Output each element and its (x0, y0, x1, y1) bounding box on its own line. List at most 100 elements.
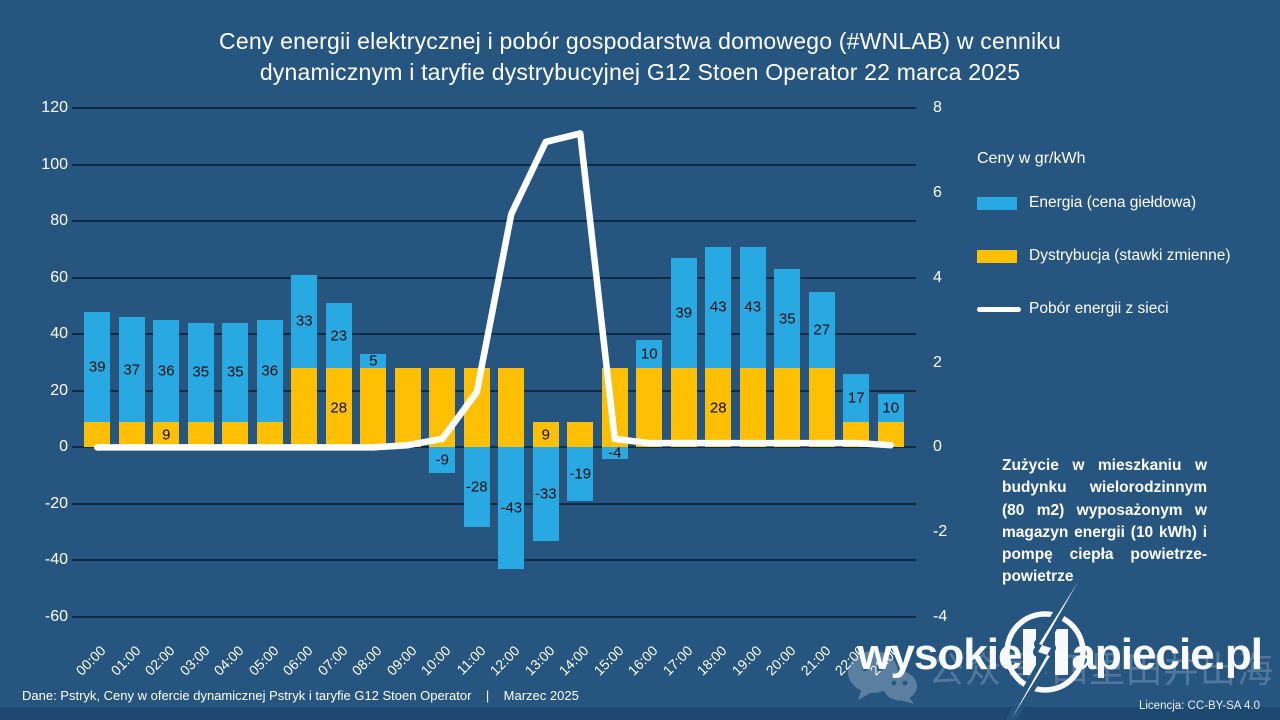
legend-line-swatch-icon (977, 306, 1021, 312)
bar-value-label: 39 (675, 304, 693, 322)
grid-line (72, 616, 916, 618)
right-axis-tick: 8 (933, 99, 942, 116)
bar-segment-energia (739, 246, 766, 369)
x-axis-tick: 09:00 (383, 642, 420, 679)
cjk-watermark: 公众号·四里田井出海 (928, 649, 1274, 690)
bar-segment-energia (843, 373, 870, 422)
bar-value-label: 9 (541, 426, 550, 444)
bar-segment-dystrybucja (774, 368, 801, 448)
bar-segment-energia (808, 291, 835, 369)
grid-line (72, 107, 916, 109)
left-axis-tick: 80 (50, 212, 68, 230)
bar-value-label: 23 (330, 327, 348, 345)
bar-value-label: 17 (847, 389, 865, 407)
x-axis-tick: 18:00 (693, 642, 730, 679)
bar-segment-dystrybucja (705, 368, 732, 448)
legend-header: Ceny w gr/kWh (977, 150, 1086, 167)
left-axis-tick: 0 (59, 438, 68, 456)
bar-value-label: 28 (330, 399, 348, 417)
bar-segment-energia (532, 447, 559, 541)
bar-segment-energia (360, 354, 387, 369)
left-axis-tick: 60 (50, 268, 68, 286)
bar-segment-dystrybucja (291, 368, 318, 448)
left-axis-tick: 120 (41, 99, 68, 116)
grid-line (72, 333, 916, 336)
x-axis-tick: 20:00 (762, 642, 799, 679)
x-axis-tick: 17:00 (659, 642, 696, 679)
bar-value-label: 36 (157, 362, 175, 380)
x-axis-tick: 03:00 (176, 642, 213, 679)
grid-line (72, 276, 916, 279)
bar-segment-energia (567, 447, 594, 502)
bar-segment-energia (222, 322, 249, 422)
grid-line (72, 446, 916, 449)
grid-line (72, 163, 916, 166)
legend-item-label: Dystrybucja (stawki zmienne) (1029, 247, 1231, 264)
bar-value-label: 39 (88, 358, 106, 376)
bar-segment-dystrybucja (222, 421, 249, 448)
bottom-strip (0, 707, 1280, 720)
left-axis-tick: -40 (44, 551, 68, 569)
x-axis-tick: 00:00 (72, 642, 109, 679)
legend-color-swatch-icon (977, 249, 1017, 263)
legend-item: Energia (cena giełdowa) (977, 194, 1267, 212)
legend: Ceny w gr/kWh Energia (cena giełdowa) Dys… (977, 150, 1267, 353)
lightning-bolt-circle-icon (1004, 577, 1087, 720)
bar-segment-energia (498, 447, 525, 569)
bar-value-label: 27 (813, 321, 831, 339)
right-axis-tick: 6 (933, 183, 942, 201)
consumption-line (94, 130, 894, 451)
right-axis-tick: -4 (933, 608, 948, 625)
grid-line (72, 220, 916, 223)
bar-value-label: -19 (569, 465, 592, 483)
legend-items: Energia (cena giełdowa) Dystrybucja (staw… (977, 194, 1267, 318)
annotation-text: Zużycie w mieszkaniu w budynku wielorodz… (1002, 457, 1207, 586)
x-axis-tick: 07:00 (314, 642, 351, 679)
bar-segment-dystrybucja (567, 421, 594, 448)
bar-segment-energia (705, 246, 732, 369)
x-axis-tick: 11:00 (453, 642, 489, 678)
bar-segment-energia (118, 317, 145, 422)
bar-segment-dystrybucja (498, 368, 525, 448)
bar-value-label: 10 (882, 399, 900, 417)
chart-title: Ceny energii elektrycznej i pobór gospod… (0, 26, 1280, 88)
license-text: Licencja: CC-BY-SA 4.0 (1138, 700, 1260, 712)
bar-segment-energia (636, 339, 663, 369)
left-axis-tick: -60 (44, 608, 68, 625)
x-axis-tick: 15:00 (590, 642, 627, 679)
bar-segment-dystrybucja (256, 421, 283, 448)
bar-segment-dystrybucja (187, 421, 214, 448)
legend-item-label: Energia (cena giełdowa) (1029, 194, 1197, 211)
bar-value-label: -43 (500, 499, 523, 517)
bar-segment-energia (153, 320, 180, 422)
right-axis-tick: 4 (933, 268, 942, 286)
x-axis-tick: 21:00 (797, 642, 834, 679)
bar-segment-energia (187, 322, 214, 422)
left-axis-tick: 40 (50, 325, 68, 343)
right-axis-tick: 2 (933, 353, 942, 371)
bar-segment-energia (877, 393, 904, 422)
left-axis-tick: -20 (44, 494, 68, 512)
bar-segment-dystrybucja (636, 368, 663, 448)
bar-segment-energia (429, 447, 456, 473)
x-axis-tick: 02:00 (141, 642, 178, 679)
wechat-icon (848, 651, 917, 704)
plot-area: 39 37 9 36 35 35 36 33 28 23 5 -9 -28 -43 9 -33 -19 -4 10 3… (72, 107, 916, 618)
grid-line (72, 502, 916, 505)
bar-segment-dystrybucja (532, 421, 559, 448)
bar-segment-energia (291, 274, 318, 369)
right-axis-tick: 0 (933, 438, 942, 456)
bar-segment-dystrybucja (808, 368, 835, 448)
bar-segment-dystrybucja (739, 368, 766, 448)
bar-value-label: 33 (295, 312, 313, 330)
bar-segment-energia (325, 303, 352, 369)
bar-segment-dystrybucja (394, 368, 421, 448)
grid-line (72, 389, 916, 392)
bar-value-label: 9 (162, 426, 171, 444)
legend-color-swatch-icon (977, 196, 1017, 210)
legend-item: Dystrybucja (stawki zmienne) (977, 247, 1267, 265)
x-axis-tick: 19:00 (728, 642, 765, 679)
grid-line (72, 559, 916, 562)
bar-value-label: 43 (709, 298, 727, 316)
